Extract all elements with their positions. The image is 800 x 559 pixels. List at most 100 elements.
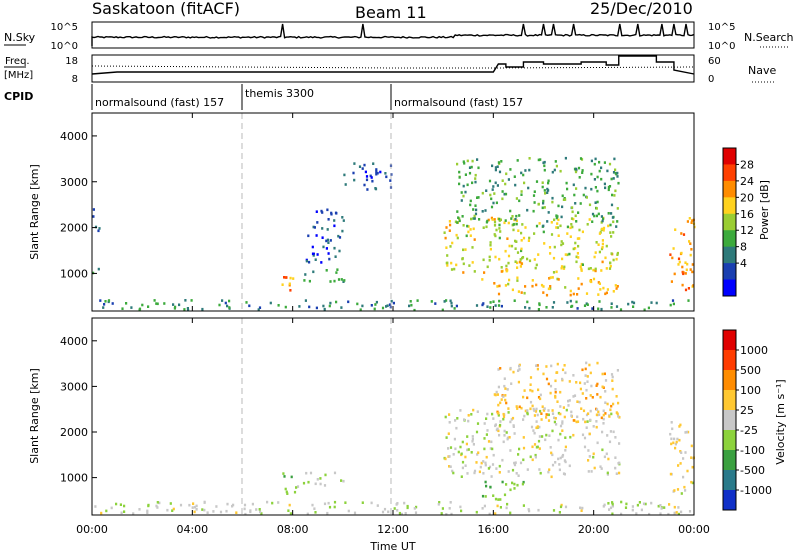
velocity-cell [587, 449, 590, 452]
velocity-cell [592, 452, 595, 456]
power-cell [604, 256, 607, 260]
power-cell [482, 226, 485, 229]
velocity-cell [682, 457, 685, 460]
velocity-cell [517, 474, 520, 477]
velocity-cell [555, 371, 558, 374]
velocity-cell [481, 507, 484, 510]
velocity-cell [660, 507, 663, 510]
power-cell [535, 180, 539, 183]
velocity-cell [603, 455, 606, 459]
power-cell [520, 193, 523, 196]
freq-tick-high: 18 [65, 56, 78, 67]
velocity-cell [471, 437, 474, 441]
velocity-cell [271, 501, 274, 505]
velocity-cell [522, 436, 525, 439]
power-cell [365, 178, 369, 182]
velocity-cell [604, 401, 607, 404]
power-cell [375, 168, 378, 171]
power-cell [581, 263, 584, 266]
velocity-cell [533, 409, 536, 412]
power-cell [528, 236, 531, 240]
velocity-cell [691, 465, 694, 469]
power-cell [549, 276, 552, 279]
power-colorbar-tick-label: 12 [740, 224, 754, 237]
velocity-cell [558, 511, 561, 514]
velocity-cell [482, 472, 485, 475]
velocity-cell [215, 505, 218, 508]
velocity-cell [606, 402, 609, 406]
power-cell [556, 226, 560, 229]
power-cell [578, 228, 581, 232]
velocity-cell [677, 512, 680, 516]
power-cell [375, 300, 378, 304]
power-cell [456, 210, 459, 213]
power-cell [462, 224, 465, 227]
velocity-cell [503, 384, 506, 388]
velocity-cell [593, 466, 596, 470]
velocity-cell [370, 501, 373, 505]
power-cell [527, 186, 530, 190]
power-cell [446, 254, 449, 257]
velocity-cell [541, 405, 544, 408]
velocity-cell [578, 400, 581, 404]
velocity-cell [559, 390, 562, 394]
velocity-cell [547, 470, 550, 474]
power-cell [381, 306, 385, 310]
power-cell [588, 203, 592, 207]
power-colorbar-label: Power [dB] [758, 180, 771, 240]
velocity-cell [123, 504, 126, 508]
nsky-tick-low: 10^0 [51, 41, 78, 52]
velocity-cell [532, 429, 535, 432]
velocity-cell [507, 407, 510, 410]
velocity-cell [529, 407, 532, 411]
power-cell [571, 206, 574, 209]
power-cell [496, 285, 499, 288]
power-cell [573, 193, 576, 197]
power-cell [606, 169, 609, 173]
velocity-cell [554, 388, 557, 391]
power-ylabel: Slant Range [km] [28, 164, 41, 260]
station-title: Saskatoon (fitACF) [92, 0, 240, 18]
velocity-cell [575, 381, 578, 384]
velocity-cell [290, 475, 293, 479]
power-cell [542, 201, 545, 205]
power-cell [478, 218, 481, 221]
power-cell [605, 267, 608, 270]
power-cell [474, 173, 477, 177]
power-cell [680, 251, 683, 255]
power-cell [455, 304, 458, 308]
velocity-cell [495, 390, 498, 394]
power-cell [386, 304, 389, 307]
power-cell [504, 284, 507, 287]
power-cell [544, 192, 547, 195]
power-cell [604, 292, 607, 296]
power-cell [320, 209, 323, 213]
power-cell [616, 175, 619, 178]
power-cell [566, 301, 569, 304]
velocity-cell [553, 420, 556, 424]
power-cell [592, 268, 595, 272]
velocity-cell [557, 438, 560, 442]
power-cell [330, 211, 333, 215]
velocity-cell [584, 374, 587, 377]
power-cell [610, 235, 613, 238]
velocity-cell [510, 382, 513, 385]
velocity-cell [688, 510, 692, 513]
velocity-cell [531, 445, 534, 449]
velocity-cell [522, 504, 525, 507]
velocity-cell [486, 412, 489, 416]
velocity-ytick-label: 3000 [60, 380, 88, 393]
velocity-cell [260, 512, 263, 515]
power-cell [533, 190, 536, 193]
power-cell [580, 262, 583, 266]
power-cell [454, 220, 457, 224]
velocity-cell [353, 511, 357, 515]
velocity-cell [499, 498, 502, 501]
power-cell [475, 304, 479, 307]
velocity-cell [496, 411, 499, 415]
velocity-cell [579, 387, 582, 391]
power-cell [475, 208, 478, 212]
velocity-cell [457, 450, 460, 454]
velocity-cell [319, 477, 322, 480]
